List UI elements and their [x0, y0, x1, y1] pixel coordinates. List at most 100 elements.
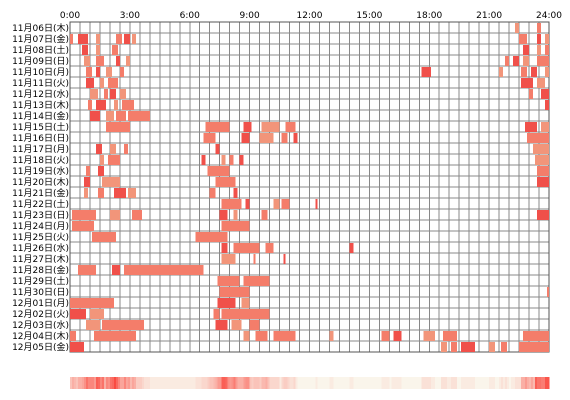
density-cell — [493, 377, 496, 389]
activity-block — [519, 34, 528, 44]
density-cell — [133, 377, 137, 389]
density-cell — [501, 377, 504, 389]
density-cell — [117, 377, 121, 389]
density-cell — [523, 377, 526, 389]
density-cell — [391, 377, 394, 389]
density-cell — [495, 377, 498, 389]
activity-block — [89, 111, 100, 121]
row-label: 12月02日(火) — [12, 309, 69, 320]
activity-block — [83, 56, 90, 66]
density-cell — [99, 377, 103, 389]
density-cell — [273, 377, 277, 389]
density-cell — [119, 377, 123, 389]
density-cell — [195, 377, 199, 389]
activity-block — [109, 210, 120, 220]
density-cell — [509, 377, 512, 389]
density-cell — [97, 377, 101, 389]
density-cell — [373, 377, 376, 389]
density-cell — [183, 377, 187, 389]
density-cell — [277, 377, 281, 389]
activity-block — [393, 331, 402, 341]
density-cell — [423, 377, 426, 389]
density-cell — [393, 377, 396, 389]
density-cell — [295, 377, 299, 389]
density-cell — [135, 377, 139, 389]
x-tick-label: 18:00 — [416, 11, 442, 21]
activity-block — [521, 78, 534, 88]
density-cell — [181, 377, 185, 389]
density-cell — [385, 377, 388, 389]
activity-block — [283, 254, 286, 264]
activity-block — [215, 177, 236, 187]
activity-block — [105, 111, 114, 121]
activity-block — [545, 100, 549, 110]
density-cell — [529, 377, 532, 389]
density-cell — [89, 377, 93, 389]
density-cell — [443, 377, 446, 389]
activity-block — [515, 23, 520, 33]
density-cell — [527, 377, 530, 389]
row-label: 11月09日(日) — [12, 56, 69, 67]
density-cell — [201, 377, 205, 389]
activity-block — [205, 122, 230, 132]
activity-block — [535, 155, 549, 165]
density-cell — [475, 377, 478, 389]
density-cell — [419, 377, 422, 389]
activity-block — [207, 166, 230, 176]
row-label: 11月10日(月) — [12, 67, 69, 78]
density-cell — [207, 377, 211, 389]
density-cell — [259, 377, 263, 389]
data-blocks — [70, 23, 549, 352]
x-tick-label: 9:00 — [240, 11, 260, 21]
density-cell — [243, 377, 247, 389]
density-cell — [329, 377, 332, 389]
density-cell — [455, 377, 458, 389]
density-cell — [151, 377, 155, 389]
density-cell — [407, 377, 410, 389]
density-cell — [257, 377, 261, 389]
activity-block — [93, 331, 136, 341]
density-cell — [383, 377, 386, 389]
density-cell — [123, 377, 127, 389]
density-cell — [209, 377, 213, 389]
density-cell — [377, 377, 380, 389]
row-label: 11月15日(土) — [12, 121, 69, 133]
activity-block — [241, 133, 250, 143]
density-cell — [471, 377, 474, 389]
density-cell — [95, 377, 99, 389]
density-cell — [255, 377, 259, 389]
activity-block — [77, 34, 88, 44]
activity-block — [127, 188, 136, 198]
density-cell — [261, 377, 265, 389]
density-cell — [157, 377, 161, 389]
density-cell — [503, 377, 506, 389]
row-label: 11月06日(木) — [12, 22, 69, 34]
density-cell — [245, 377, 249, 389]
activity-block — [131, 34, 136, 44]
density-cell — [465, 377, 468, 389]
density-cell — [111, 377, 115, 389]
density-cell — [223, 377, 227, 389]
row-label: 11月29日(土) — [12, 275, 69, 287]
activity-block — [421, 67, 432, 77]
activity-block — [501, 342, 508, 352]
activity-block — [249, 320, 260, 330]
density-cell — [337, 377, 340, 389]
density-cell — [163, 377, 167, 389]
density-cell — [427, 377, 430, 389]
density-cell — [481, 377, 484, 389]
density-cell — [435, 377, 438, 389]
density-cell — [313, 377, 316, 389]
density-cell — [521, 377, 524, 389]
density-cell — [237, 377, 241, 389]
density-cell — [479, 377, 482, 389]
x-tick-label: 15:00 — [356, 11, 382, 21]
density-cell — [159, 377, 163, 389]
density-cell — [85, 377, 89, 389]
activity-block — [105, 122, 130, 132]
activity-block — [113, 188, 126, 198]
row-label: 11月13日(木) — [12, 99, 69, 111]
density-cell — [271, 377, 275, 389]
density-cell — [469, 377, 472, 389]
activity-block — [95, 56, 104, 66]
